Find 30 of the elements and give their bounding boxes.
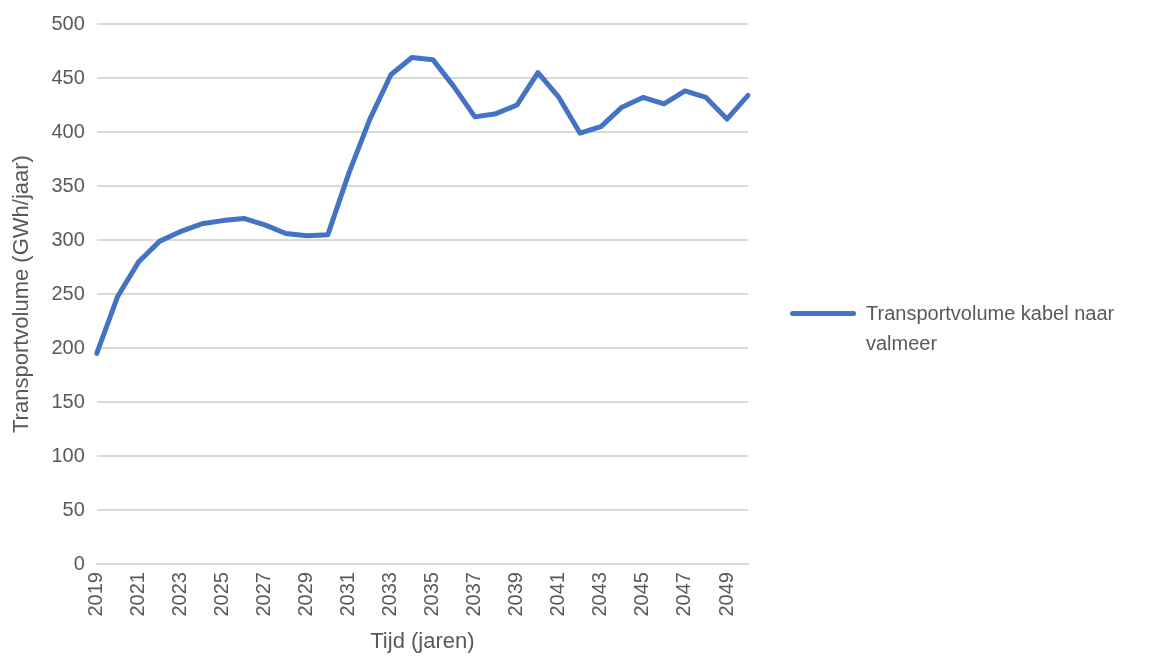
x-tick-label: 2023 [168,572,191,617]
y-tick-label: 500 [51,11,85,34]
x-tick-label: 2045 [630,572,653,617]
x-tick-label: 2033 [378,572,401,617]
x-tick-label: 2021 [126,572,149,617]
x-tick-label: 2019 [84,572,107,617]
x-tick-label: 2043 [588,572,611,617]
x-axis-title: Tijd (jaren) [370,627,475,653]
y-tick-label: 150 [51,389,85,412]
legend-label: Transportvolume kabel naar valmeer [866,301,1116,356]
y-tick-label: 250 [51,281,85,304]
y-tick-label: 0 [73,551,85,574]
x-tick-label: 2039 [504,572,527,617]
x-tick-label: 2031 [336,572,359,617]
x-tick-label: 2049 [714,572,737,617]
y-tick-label: 100 [51,443,85,466]
y-axis-title: Transportvolume (GWh/jaar) [8,155,34,434]
x-tick-label: 2037 [462,572,485,617]
x-tick-label: 2027 [252,572,275,617]
x-tick-label: 2041 [546,572,569,617]
y-tick-label: 450 [51,65,85,88]
x-tick-label: 2035 [420,572,443,617]
y-tick-label: 200 [51,335,85,358]
y-tick-label: 50 [62,497,85,520]
y-tick-label: 400 [51,119,85,142]
y-tick-label: 300 [51,227,85,250]
x-tick-label: 2025 [210,572,233,617]
y-tick-label: 350 [51,173,85,196]
x-tick-label: 2029 [294,572,317,617]
x-tick-label: 2047 [672,572,695,617]
